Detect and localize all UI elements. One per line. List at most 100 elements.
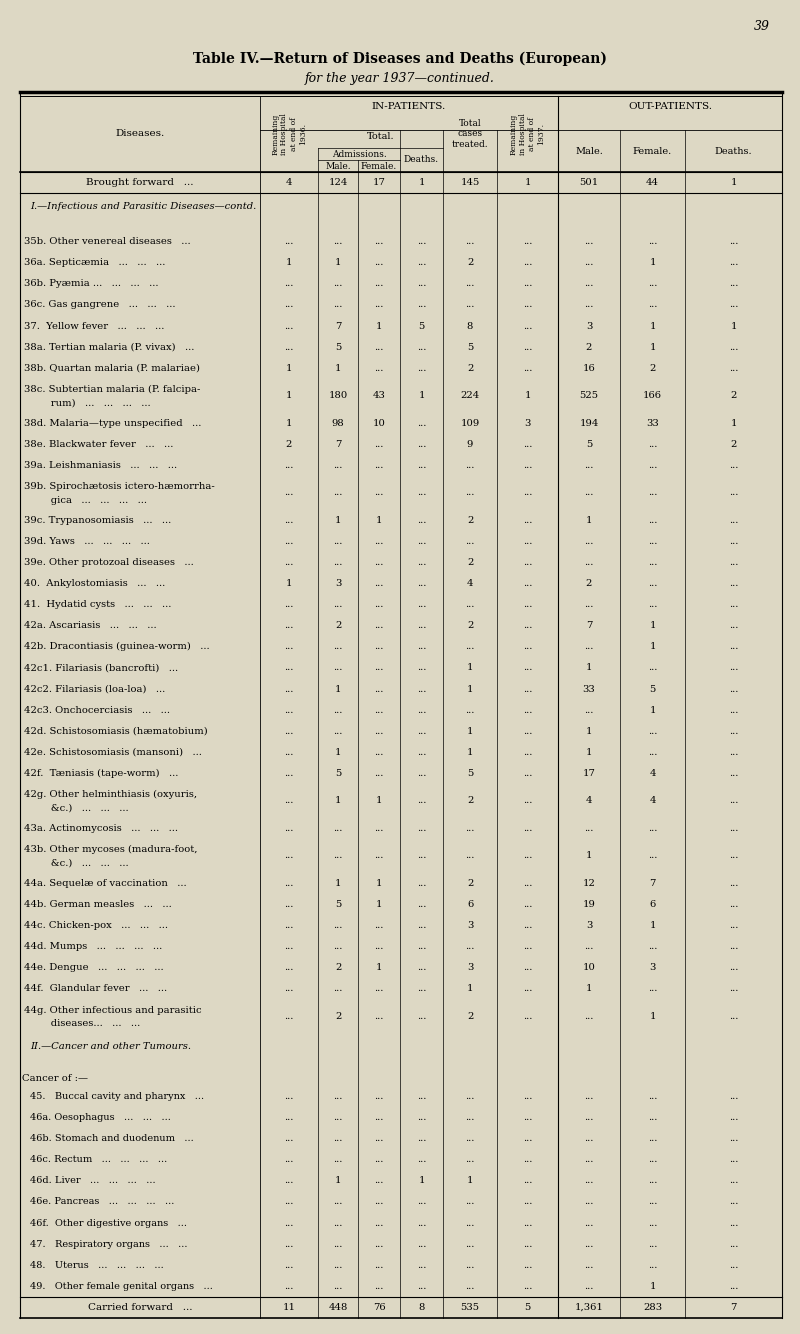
- Text: 3: 3: [524, 419, 530, 428]
- Text: 1: 1: [466, 748, 474, 756]
- Text: 16: 16: [582, 364, 595, 372]
- Text: 17: 17: [373, 177, 386, 187]
- Text: ...: ...: [417, 748, 426, 756]
- Text: ...: ...: [729, 1198, 738, 1206]
- Text: ...: ...: [334, 1093, 342, 1101]
- Text: 1: 1: [586, 727, 592, 736]
- Text: 1: 1: [418, 177, 425, 187]
- Text: ...: ...: [374, 364, 384, 372]
- Text: 2: 2: [730, 391, 737, 400]
- Text: 10: 10: [373, 419, 386, 428]
- Text: 43b. Other mycoses (madura-foot,: 43b. Other mycoses (madura-foot,: [24, 846, 198, 854]
- Text: 1: 1: [466, 984, 474, 994]
- Text: 38a. Tertian malaria (P. vivax)   ...: 38a. Tertian malaria (P. vivax) ...: [24, 343, 194, 352]
- Text: ...: ...: [334, 643, 342, 651]
- Text: ...: ...: [417, 900, 426, 908]
- Text: 46d. Liver   ...   ...   ...   ...: 46d. Liver ... ... ... ...: [30, 1177, 156, 1186]
- Text: ...: ...: [729, 920, 738, 930]
- Text: 38d. Malaria—type unspecified   ...: 38d. Malaria—type unspecified ...: [24, 419, 202, 428]
- Text: ...: ...: [523, 1218, 532, 1227]
- Text: gica   ...   ...   ...   ...: gica ... ... ... ...: [32, 496, 147, 504]
- Text: ...: ...: [523, 1011, 532, 1021]
- Text: rum)   ...   ...   ...   ...: rum) ... ... ... ...: [32, 399, 150, 408]
- Text: ...: ...: [648, 1113, 657, 1122]
- Text: ...: ...: [334, 460, 342, 470]
- Text: 1: 1: [286, 391, 292, 400]
- Text: 1: 1: [334, 259, 342, 267]
- Text: ...: ...: [334, 1113, 342, 1122]
- Text: ...: ...: [523, 768, 532, 778]
- Text: 6: 6: [467, 900, 473, 908]
- Text: ...: ...: [648, 237, 657, 247]
- Text: ...: ...: [584, 460, 594, 470]
- Text: ...: ...: [374, 1239, 384, 1249]
- Text: 76: 76: [373, 1303, 386, 1311]
- Text: ...: ...: [284, 1134, 294, 1143]
- Text: 1: 1: [376, 516, 382, 524]
- Text: 4: 4: [466, 579, 474, 588]
- Text: ...: ...: [523, 900, 532, 908]
- Text: ...: ...: [417, 558, 426, 567]
- Text: ...: ...: [374, 622, 384, 630]
- Text: 1: 1: [286, 579, 292, 588]
- Text: ...: ...: [284, 1198, 294, 1206]
- Text: ...: ...: [729, 1261, 738, 1270]
- Text: ...: ...: [584, 1177, 594, 1186]
- Text: 5: 5: [335, 343, 341, 352]
- Text: ...: ...: [523, 684, 532, 694]
- Text: OUT-PATIENTS.: OUT-PATIENTS.: [628, 101, 712, 111]
- Text: ...: ...: [374, 1218, 384, 1227]
- Text: 4: 4: [650, 768, 656, 778]
- Text: ...: ...: [334, 1198, 342, 1206]
- Text: ...: ...: [729, 237, 738, 247]
- Text: 5: 5: [335, 900, 341, 908]
- Text: 2: 2: [467, 516, 473, 524]
- Text: 7: 7: [586, 622, 592, 630]
- Text: ...: ...: [729, 727, 738, 736]
- Text: 1: 1: [286, 419, 292, 428]
- Text: 36a. Septicæmia   ...   ...   ...: 36a. Septicæmia ... ... ...: [24, 259, 166, 267]
- Text: ...: ...: [648, 942, 657, 951]
- Text: ...: ...: [729, 558, 738, 567]
- Text: ...: ...: [523, 984, 532, 994]
- Text: ...: ...: [729, 622, 738, 630]
- Text: ...: ...: [417, 1218, 426, 1227]
- Text: ...: ...: [523, 920, 532, 930]
- Text: ...: ...: [523, 942, 532, 951]
- Text: 6: 6: [650, 900, 656, 908]
- Text: 166: 166: [643, 391, 662, 400]
- Text: ...: ...: [284, 984, 294, 994]
- Text: ...: ...: [334, 727, 342, 736]
- Text: Total.: Total.: [366, 132, 394, 141]
- Text: 44a. Sequelæ of vaccination   ...: 44a. Sequelæ of vaccination ...: [24, 879, 186, 887]
- Text: ...: ...: [729, 643, 738, 651]
- Text: 2: 2: [467, 259, 473, 267]
- Text: ...: ...: [584, 1261, 594, 1270]
- Text: 41.  Hydatid cysts   ...   ...   ...: 41. Hydatid cysts ... ... ...: [24, 600, 171, 610]
- Text: 36c. Gas gangrene   ...   ...   ...: 36c. Gas gangrene ... ... ...: [24, 300, 175, 309]
- Text: ...: ...: [417, 1093, 426, 1101]
- Text: ...: ...: [417, 851, 426, 860]
- Text: ...: ...: [729, 343, 738, 352]
- Text: ...: ...: [466, 300, 474, 309]
- Text: Total
cases
treated.: Total cases treated.: [452, 119, 488, 149]
- Text: 3: 3: [335, 579, 341, 588]
- Text: 4: 4: [650, 796, 656, 806]
- Text: ...: ...: [334, 237, 342, 247]
- Text: 49.   Other female genital organs   ...: 49. Other female genital organs ...: [30, 1282, 213, 1291]
- Text: ...: ...: [729, 1093, 738, 1101]
- Text: 1: 1: [466, 663, 474, 672]
- Text: 5: 5: [335, 768, 341, 778]
- Text: ...: ...: [648, 279, 657, 288]
- Text: ...: ...: [417, 1113, 426, 1122]
- Text: ...: ...: [648, 1198, 657, 1206]
- Text: ...: ...: [523, 488, 532, 498]
- Text: ...: ...: [374, 600, 384, 610]
- Text: 39c. Trypanosomiasis   ...   ...: 39c. Trypanosomiasis ... ...: [24, 516, 171, 524]
- Text: ...: ...: [334, 279, 342, 288]
- Text: ...: ...: [729, 364, 738, 372]
- Text: ...: ...: [417, 364, 426, 372]
- Text: 1: 1: [730, 177, 737, 187]
- Text: ...: ...: [466, 536, 474, 546]
- Text: ...: ...: [523, 1239, 532, 1249]
